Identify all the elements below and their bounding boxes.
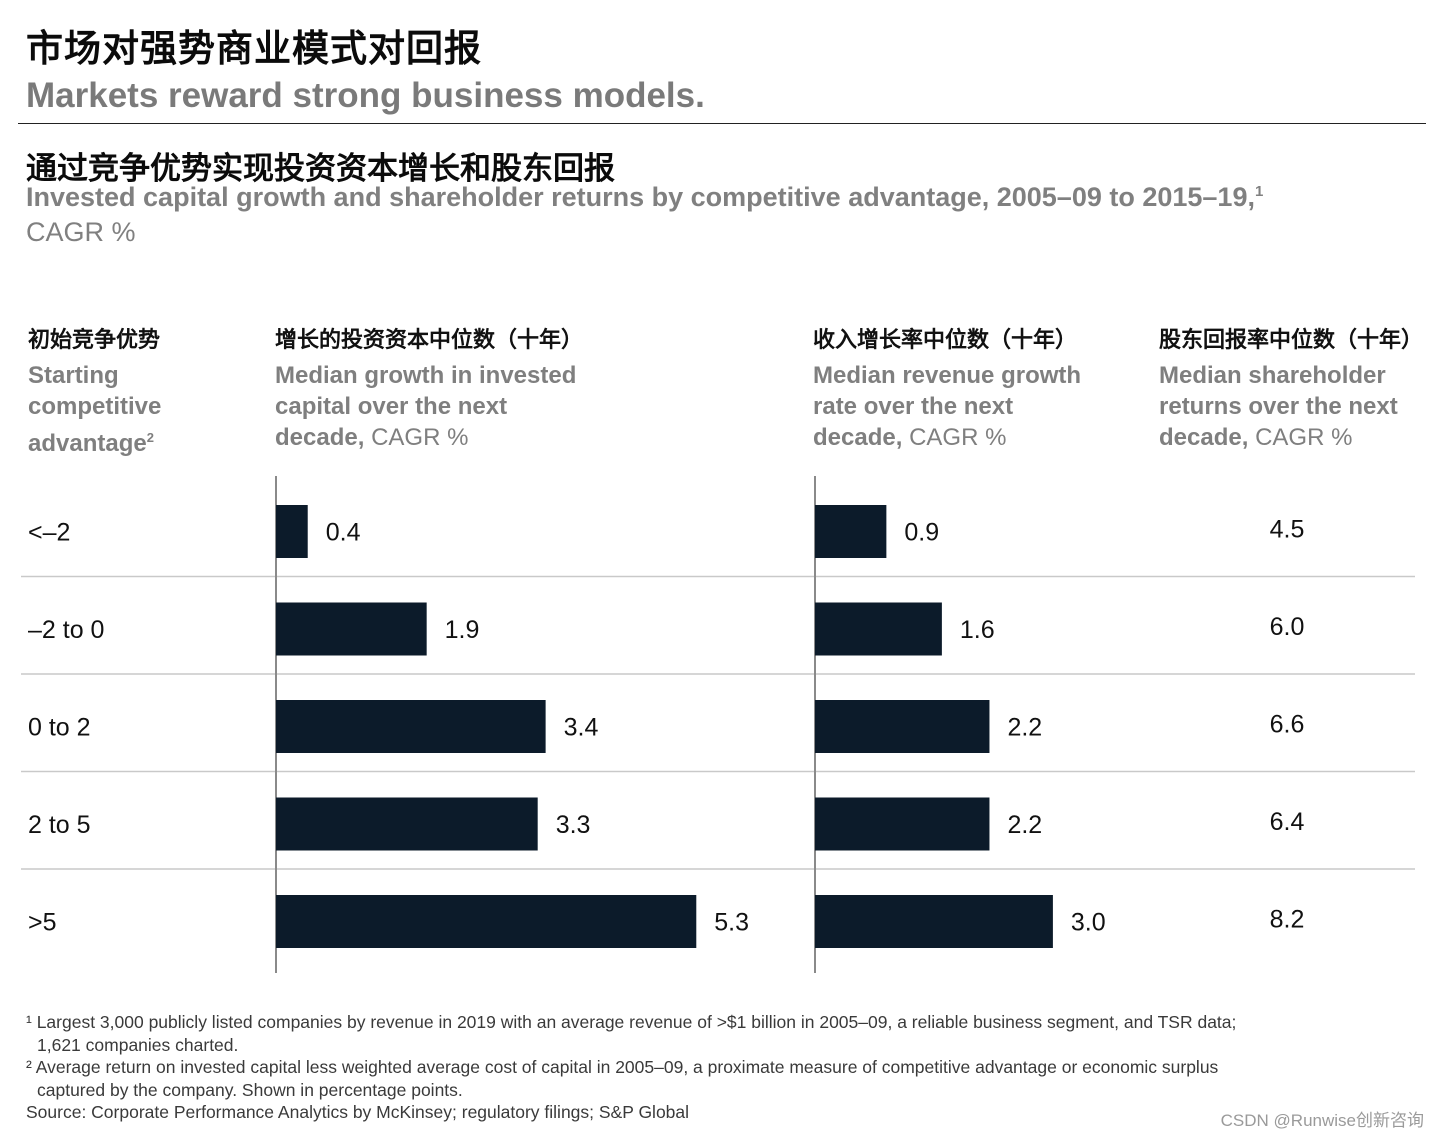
column-header-capital-en-text: Median growth in invested capital over t… xyxy=(275,362,577,451)
footnote-ref-1: 1 xyxy=(1254,183,1264,200)
revenue-bar xyxy=(815,797,990,851)
footnote-1-line-1: ¹ Largest 3,000 publicly listed companie… xyxy=(26,1012,1237,1032)
footnote-2-line-1: ² Average return on invested capital les… xyxy=(26,1057,1219,1077)
column-header-revenue-en-text: Median revenue growth rate over the next… xyxy=(813,362,1082,451)
category-label: 2 to 5 xyxy=(28,811,91,839)
column-header-tsr-en: Median shareholder returns over the next… xyxy=(1159,360,1421,453)
tsr-value: 8.2 xyxy=(1270,906,1305,934)
capital-bar xyxy=(276,895,697,948)
column-header-revenue-cn: 收入增长率中位数（十年） xyxy=(813,327,1078,352)
column-header-advantage: 初始竞争优势 Starting competitive advantage2 xyxy=(28,322,258,459)
footnote-1: ¹ Largest 3,000 publicly listed companie… xyxy=(26,1011,1236,1056)
column-header-tsr-cn: 股东回报率中位数（十年） xyxy=(1159,327,1424,352)
page-title-en: Markets reward strong business models. xyxy=(26,76,705,115)
capital-bar xyxy=(276,602,427,656)
revenue-value-label: 0.9 xyxy=(904,519,939,547)
column-header-tsr-en-text: Median shareholder returns over the next… xyxy=(1159,362,1398,451)
category-label: –2 to 0 xyxy=(28,616,104,644)
capital-value-label: 1.9 xyxy=(445,616,480,644)
column-header-revenue: 收入增长率中位数（十年） Median revenue growth rate … xyxy=(813,322,1088,453)
header-divider xyxy=(18,123,1426,124)
tsr-value: 6.6 xyxy=(1270,711,1305,739)
capital-bar xyxy=(276,700,546,753)
revenue-value-label: 1.6 xyxy=(960,616,995,644)
chart-subtitle-en: Invested capital growth and shareholder … xyxy=(26,182,1263,213)
bar-chart: <–2 0.4 0.9 4.5 –2 to 0 1.9 1.6 6.0 0 to 2 3.4 2.2… xyxy=(21,476,1415,973)
column-header-capital-cn: 增长的投资资本中位数（十年） xyxy=(275,327,584,352)
chart-unit: CAGR % xyxy=(26,217,136,247)
chart-subtitle-en-text: Invested capital growth and shareholder … xyxy=(26,182,1255,212)
capital-value-label: 3.3 xyxy=(556,811,591,839)
capital-value-label: 0.4 xyxy=(326,519,361,547)
category-label: <–2 xyxy=(28,519,70,547)
revenue-value-label: 2.2 xyxy=(1007,714,1042,742)
column-header-revenue-en: Median revenue growth rate over the next… xyxy=(813,360,1088,453)
capital-bar xyxy=(276,797,538,851)
footnote-ref-2: 2 xyxy=(146,430,154,445)
column-header-revenue-unit: CAGR % xyxy=(909,424,1007,451)
tsr-value: 6.0 xyxy=(1270,613,1305,641)
revenue-bar xyxy=(815,602,942,656)
footnote-2: ² Average return on invested capital les… xyxy=(26,1056,1218,1101)
column-header-capital-unit: CAGR % xyxy=(371,424,469,451)
capital-bar xyxy=(276,505,308,558)
revenue-bar xyxy=(815,505,887,558)
tsr-value: 4.5 xyxy=(1270,516,1305,544)
page-title-cn: 市场对强势商业模式对回报 xyxy=(26,28,482,69)
footnote-2-line-2: captured by the company. Shown in percen… xyxy=(37,1079,463,1100)
category-label: >5 xyxy=(28,909,57,937)
capital-value-label: 5.3 xyxy=(714,909,749,937)
column-header-tsr-unit: CAGR % xyxy=(1255,424,1353,451)
revenue-bar xyxy=(815,895,1053,948)
chart-subtitle-cn: 通过竞争优势实现投资资本增长和股东回报 xyxy=(26,151,615,186)
source-note: Source: Corporate Performance Analytics … xyxy=(26,1102,690,1122)
revenue-bar xyxy=(815,700,990,753)
watermark: CSDN @Runwise创新咨询 xyxy=(1220,1111,1424,1130)
capital-value-label: 3.4 xyxy=(564,714,599,742)
footnote-1-line-2: 1,621 companies charted. xyxy=(37,1034,239,1055)
category-label: 0 to 2 xyxy=(28,714,91,742)
revenue-value-label: 3.0 xyxy=(1071,909,1106,937)
column-header-advantage-en-text: Starting competitive advantage xyxy=(28,362,162,457)
column-header-capital: 增长的投资资本中位数（十年） Median growth in invested… xyxy=(275,322,585,453)
column-header-advantage-cn: 初始竞争优势 xyxy=(28,327,161,352)
column-header-capital-en: Median growth in invested capital over t… xyxy=(275,360,585,453)
column-header-tsr: 股东回报率中位数（十年） Median shareholder returns … xyxy=(1159,322,1424,453)
column-header-advantage-en: Starting competitive advantage2 xyxy=(28,360,258,459)
tsr-value: 6.4 xyxy=(1270,808,1305,836)
revenue-value-label: 2.2 xyxy=(1007,811,1042,839)
